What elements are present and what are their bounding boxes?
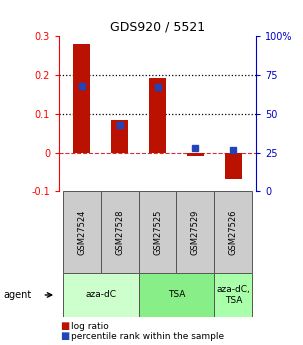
Text: GSM27528: GSM27528 — [115, 209, 124, 255]
Text: ■: ■ — [61, 321, 70, 331]
Title: GDS920 / 5521: GDS920 / 5521 — [110, 21, 205, 34]
Bar — [101, 191, 139, 273]
Text: TSA: TSA — [168, 290, 185, 299]
Bar — [149, 78, 166, 152]
Text: ■: ■ — [61, 332, 70, 341]
Bar — [139, 273, 215, 317]
Bar — [73, 44, 90, 152]
Bar — [176, 191, 215, 273]
Bar — [215, 191, 252, 273]
Text: percentile rank within the sample: percentile rank within the sample — [71, 332, 224, 341]
Bar — [63, 273, 139, 317]
Text: aza-dC,
TSA: aza-dC, TSA — [216, 285, 250, 305]
Bar — [111, 120, 128, 152]
Bar — [215, 273, 252, 317]
Text: GSM27526: GSM27526 — [229, 209, 238, 255]
Text: GSM27525: GSM27525 — [153, 209, 162, 255]
Text: aza-dC: aza-dC — [85, 290, 116, 299]
Bar — [63, 191, 101, 273]
Bar — [225, 152, 242, 179]
Text: log ratio: log ratio — [71, 322, 109, 331]
Text: GSM27524: GSM27524 — [77, 209, 86, 255]
Bar — [139, 191, 176, 273]
Text: GSM27529: GSM27529 — [191, 209, 200, 255]
Text: agent: agent — [3, 290, 31, 300]
Bar — [187, 152, 204, 156]
